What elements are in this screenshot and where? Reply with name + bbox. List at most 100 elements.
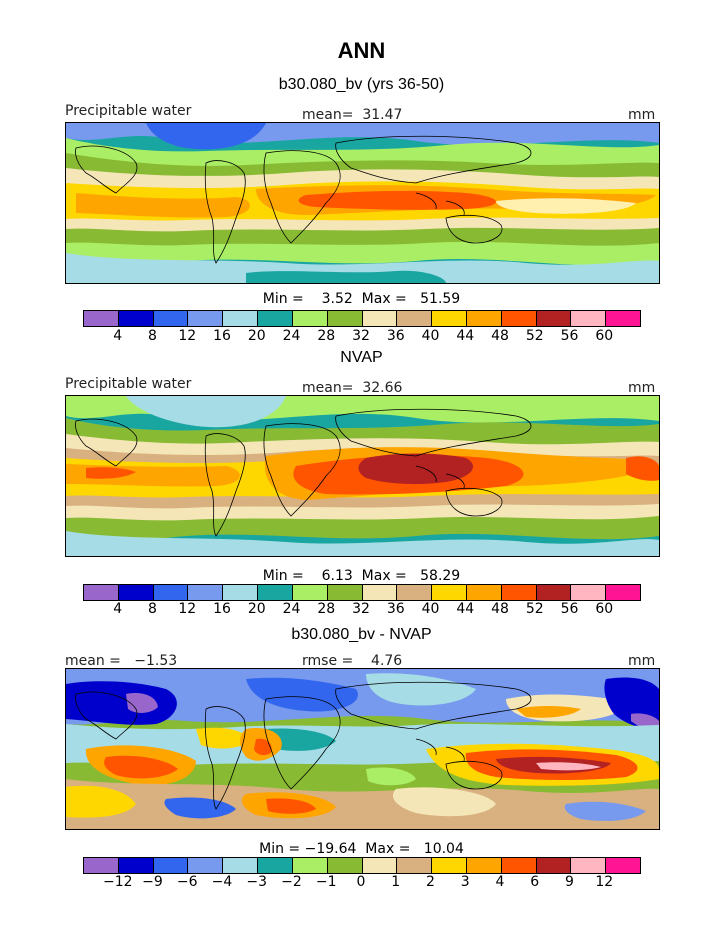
colorbar-swatch [466, 585, 502, 600]
panel-2-title: NVAP [340, 349, 383, 366]
panel-2-mean-label: mean= 32.66 [302, 380, 403, 396]
colorbar-swatch [188, 311, 224, 326]
panel-3-rmse-label: rmse = 4.76 [302, 653, 403, 669]
colorbar-tick-label: 12 [178, 328, 197, 344]
colorbar-swatch [536, 585, 572, 600]
colorbar-swatch [84, 311, 119, 326]
panel-3-minmax: Min = −19.64 Max = 10.04 [259, 841, 464, 857]
panel-1-variable-label: Precipitable water [65, 103, 192, 119]
panel-1-minmax: Min = 3.52 Max = 51.59 [262, 291, 461, 307]
colorbar-tick-label: −9 [142, 874, 163, 890]
colorbar-swatch [606, 311, 640, 326]
colorbar-swatch [327, 311, 363, 326]
colorbar-swatch [432, 311, 467, 326]
colorbar-tick-label: −3 [246, 874, 268, 890]
colorbar-swatch [501, 858, 537, 873]
colorbar-swatch [362, 858, 398, 873]
colorbar-tick-label: 48 [491, 328, 509, 344]
colorbar-swatch [466, 858, 502, 873]
colorbar-tick-label: 4 [113, 328, 123, 344]
colorbar-tick-label: −4 [211, 874, 233, 890]
colorbar-tick-label: 0 [356, 874, 366, 890]
colorbar-swatch [223, 585, 259, 600]
colorbar-tick-label: 36 [386, 328, 405, 344]
panel-3-colorbar [83, 857, 641, 874]
colorbar-swatch [153, 311, 189, 326]
colorbar-tick-label: 52 [525, 328, 544, 344]
colorbar-swatch [606, 858, 640, 873]
colorbar-tick-label: 2 [426, 874, 435, 890]
panel-2-variable-label: Precipitable water [65, 376, 192, 392]
colorbar-swatch [501, 311, 537, 326]
colorbar-tick-label: 9 [565, 874, 574, 890]
panel-3-mean-label: mean = −1.53 [65, 653, 178, 669]
colorbar-swatch [258, 858, 293, 873]
colorbar-swatch [223, 858, 259, 873]
panel-3-title: b30.080_bv - NVAP [291, 626, 432, 643]
colorbar-tick-label: −12 [102, 874, 133, 890]
colorbar-swatch [84, 585, 119, 600]
panel-1-contour-field [66, 123, 659, 283]
colorbar-tick-label: 44 [456, 328, 475, 344]
colorbar-swatch [258, 585, 293, 600]
colorbar-tick-label: 1 [391, 874, 401, 890]
panel-2-units-label: mm [628, 380, 656, 396]
colorbar-tick-label: 24 [282, 601, 301, 617]
colorbar-swatch [223, 311, 259, 326]
panel-3-contour-field [66, 669, 659, 829]
colorbar-swatch [188, 585, 224, 600]
colorbar-tick-label: 4 [495, 874, 505, 890]
colorbar-tick-label: 6 [530, 874, 540, 890]
colorbar-swatch [292, 858, 328, 873]
panel-2-contour-field [66, 396, 659, 556]
colorbar-swatch [536, 858, 572, 873]
colorbar-swatch [118, 585, 154, 600]
colorbar-tick-label: −6 [176, 874, 198, 890]
colorbar-swatch [397, 585, 433, 600]
panel-3-map [65, 668, 660, 830]
colorbar-tick-label: 20 [247, 601, 266, 617]
colorbar-tick-label: −1 [315, 874, 337, 890]
panel-1-mean-label: mean= 31.47 [302, 107, 403, 123]
colorbar-swatch [153, 585, 189, 600]
panel-2-colorbar [83, 584, 641, 601]
colorbar-swatch [362, 311, 398, 326]
colorbar-tick-label: 20 [247, 328, 266, 344]
colorbar-tick-label: 24 [282, 328, 301, 344]
colorbar-tick-label: 16 [213, 601, 231, 617]
colorbar-tick-label: 8 [148, 328, 157, 344]
colorbar-swatch [258, 311, 293, 326]
colorbar-swatch [118, 858, 154, 873]
colorbar-tick-label: 28 [317, 601, 336, 617]
colorbar-swatch [466, 311, 502, 326]
colorbar-swatch [292, 311, 328, 326]
panel-2-map [65, 395, 660, 557]
colorbar-tick-label: 28 [317, 328, 336, 344]
colorbar-tick-label: 56 [560, 601, 579, 617]
colorbar-swatch [362, 585, 398, 600]
panel-1-map [65, 122, 660, 284]
colorbar-swatch [327, 585, 363, 600]
colorbar-swatch [84, 858, 119, 873]
colorbar-swatch [153, 858, 189, 873]
colorbar-tick-label: 44 [456, 601, 475, 617]
colorbar-tick-label: 3 [460, 874, 470, 890]
colorbar-tick-label: 36 [386, 601, 405, 617]
colorbar-swatch [571, 858, 607, 873]
colorbar-tick-label: 60 [595, 328, 614, 344]
colorbar-swatch [292, 585, 328, 600]
colorbar-tick-label: 40 [421, 328, 440, 344]
colorbar-tick-label: 16 [213, 328, 231, 344]
colorbar-tick-label: 56 [560, 328, 579, 344]
colorbar-swatch [432, 858, 467, 873]
figure-title: ANN [337, 38, 386, 63]
colorbar-tick-label: 52 [525, 601, 544, 617]
colorbar-tick-label: −2 [281, 874, 302, 890]
panel-3-units-label: mm [628, 653, 656, 669]
colorbar-swatch [536, 311, 572, 326]
colorbar-tick-label: 32 [352, 601, 370, 617]
panel-1-colorbar-ticks: 4 8 12 16 20 24 28 32 36 40 44 48 52 56 60 [83, 328, 639, 346]
panel-2-minmax: Min = 6.13 Max = 58.29 [262, 568, 461, 584]
panel-1-title: b30.080_bv (yrs 36-50) [278, 76, 445, 93]
panel-1-colorbar [83, 310, 641, 327]
